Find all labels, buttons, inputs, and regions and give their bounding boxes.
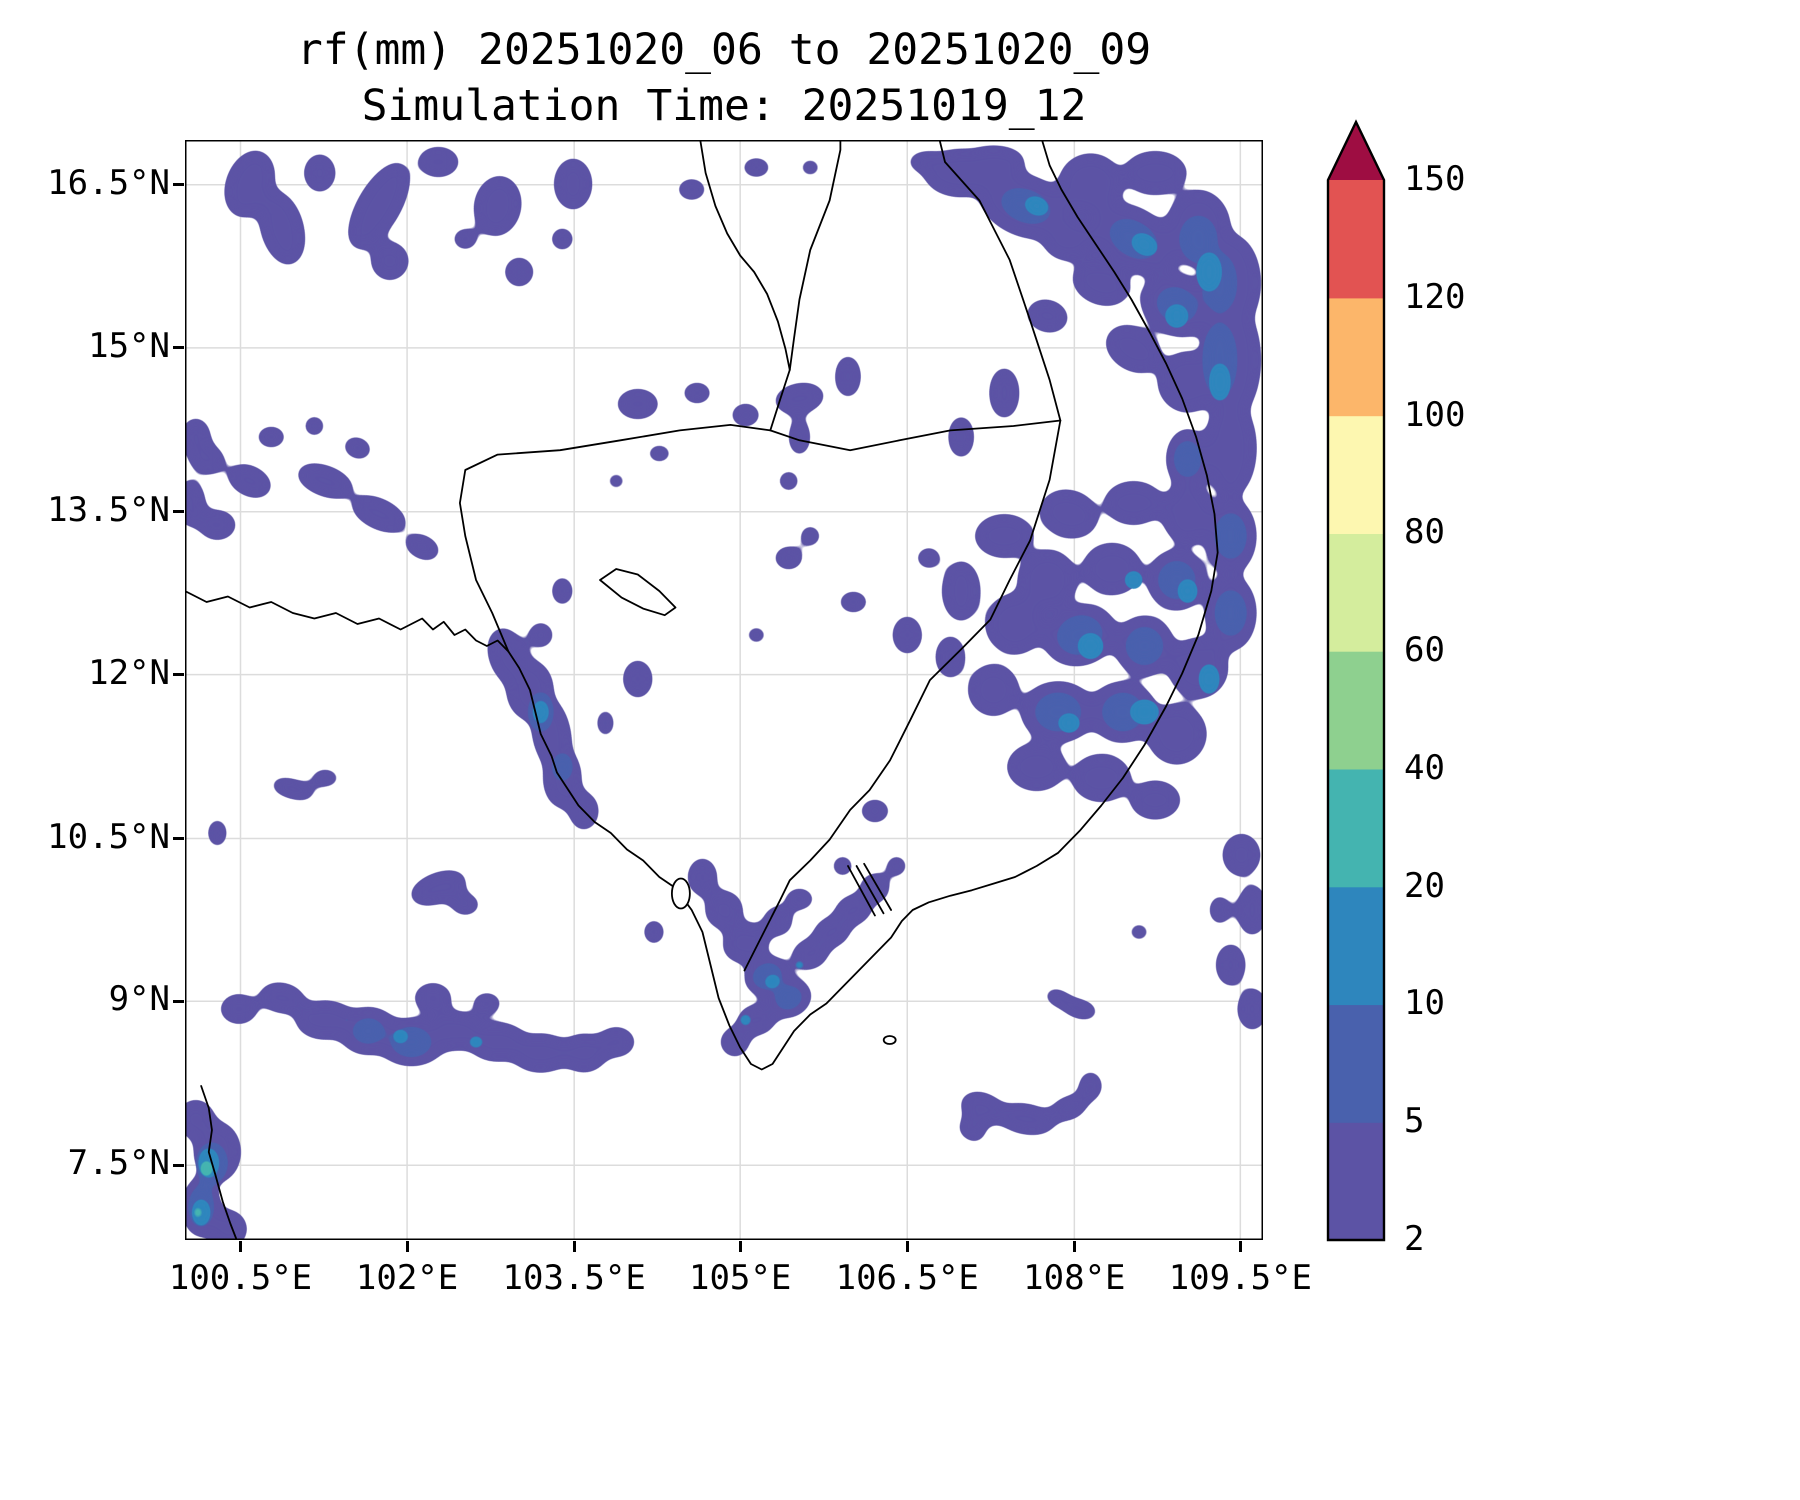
colorbar-segment xyxy=(1328,886,1384,1006)
colorbar-segment xyxy=(1328,533,1384,652)
y-tick-mark xyxy=(173,183,184,187)
colorbar-tick-label: 120 xyxy=(1404,276,1466,317)
x-tick-mark xyxy=(405,1241,409,1252)
map-plot-area xyxy=(185,140,1263,1240)
x-tick-label: 108°E xyxy=(1023,1258,1126,1298)
y-tick-label: 9°N xyxy=(108,979,170,1020)
x-tick-mark xyxy=(738,1241,742,1252)
con-dao-island xyxy=(882,1035,897,1045)
rain-layer-40-60mm xyxy=(191,714,1159,1221)
colorbar-tick-label: 100 xyxy=(1404,394,1466,435)
rain-field xyxy=(185,145,1263,1240)
colorbar-tick-label: 2 xyxy=(1404,1219,1425,1259)
colorbar-segment xyxy=(1328,180,1384,299)
colorbar-segment xyxy=(1328,651,1384,770)
x-tick-label: 109.5°E xyxy=(1168,1258,1312,1298)
colorbar-segment xyxy=(1328,1004,1384,1123)
colorbar-tick-label: 80 xyxy=(1404,512,1445,553)
x-tick-mark xyxy=(905,1241,909,1252)
x-tick-label: 105°E xyxy=(688,1258,792,1298)
x-tick-mark xyxy=(1238,1241,1242,1252)
colorbar-tick-label: 10 xyxy=(1404,983,1445,1024)
x-tick-mark xyxy=(1072,1241,1076,1252)
y-tick-mark xyxy=(173,1163,184,1167)
y-tick-mark xyxy=(173,673,184,677)
colorbar-segment xyxy=(1328,1122,1384,1241)
colorbar-tick-label: 150 xyxy=(1404,159,1466,199)
rain-layer-20-40mm xyxy=(191,639,1151,1224)
y-tick-label: 13.5°N xyxy=(47,489,170,530)
x-tick-mark xyxy=(239,1241,243,1252)
y-tick-label: 16.5°N xyxy=(47,162,170,203)
colorbar-outline xyxy=(1326,119,1386,1242)
border-laos-vietnam-cambodia xyxy=(743,140,1062,972)
tonle-sap-lake xyxy=(599,568,677,617)
chart-subtitle: Simulation Time: 20251019_12 xyxy=(361,81,1087,131)
rain-layer-2-5mm xyxy=(185,145,1263,1240)
colorbar-segment xyxy=(1328,415,1384,534)
colorbar-tick-label: 5 xyxy=(1404,1101,1425,1142)
colorbar-tick-label: 40 xyxy=(1404,747,1445,788)
colorbar-over-arrow xyxy=(1328,122,1384,180)
colorbar-canvas xyxy=(1326,119,1386,1242)
y-tick-mark xyxy=(173,999,184,1003)
colorbar-tick-label: 60 xyxy=(1404,630,1445,671)
y-tick-label: 12°N xyxy=(88,652,170,693)
map-canvas xyxy=(185,140,1263,1240)
border-thailand-cambodia xyxy=(458,140,842,653)
coastline-peninsula xyxy=(200,1085,238,1240)
border-thailand-laos xyxy=(699,140,791,371)
y-tick-mark xyxy=(173,837,184,840)
phu-quoc-island xyxy=(670,877,691,910)
country-borders xyxy=(185,140,1219,1240)
y-tick-label: 15°N xyxy=(88,325,170,366)
y-tick-mark xyxy=(173,346,184,350)
colorbar-segment xyxy=(1328,768,1384,888)
border-cambodia-laos xyxy=(769,419,1062,452)
y-tick-label: 10.5°N xyxy=(47,816,170,857)
colorbar-segment xyxy=(1328,297,1384,417)
colorbar-tick-label: 20 xyxy=(1404,865,1445,906)
chart-title: rf(mm) 20251020_06 to 20251020_09 xyxy=(296,25,1152,75)
x-tick-label: 103.5°E xyxy=(502,1258,646,1298)
colorbar xyxy=(1318,110,1478,1310)
x-tick-label: 102°E xyxy=(355,1258,459,1298)
mekong-delta-channels xyxy=(847,862,892,917)
x-tick-mark xyxy=(572,1241,576,1252)
y-tick-mark xyxy=(173,510,184,514)
y-tick-label: 7.5°N xyxy=(67,1143,170,1184)
x-tick-label: 100.5°E xyxy=(168,1258,313,1298)
coastline-mainland xyxy=(185,140,1219,1071)
x-tick-label: 106.5°E xyxy=(835,1258,979,1298)
